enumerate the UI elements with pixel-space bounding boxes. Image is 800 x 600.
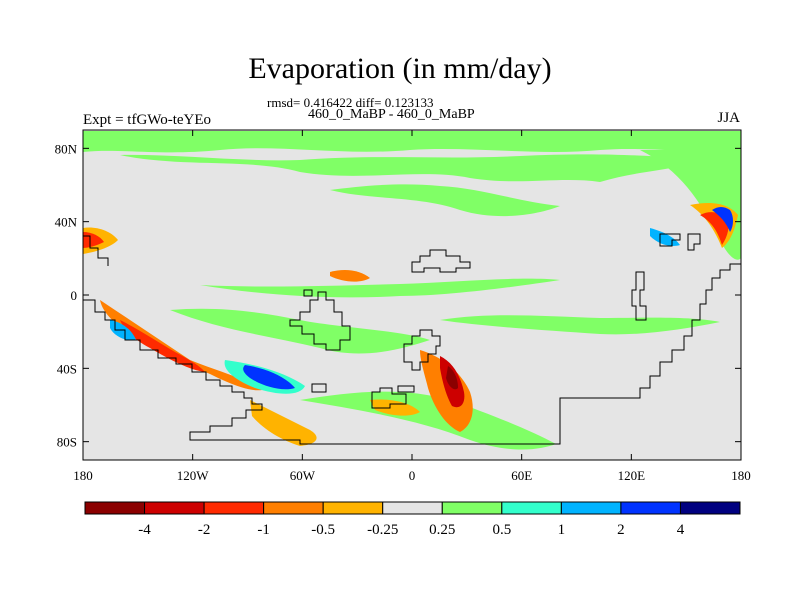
colorbar-level-label: -2 xyxy=(198,522,211,538)
coast-south-america xyxy=(83,263,741,445)
colorbar-swatch xyxy=(322,501,384,515)
east-asia-red xyxy=(700,212,729,245)
x-tick-label: 0 xyxy=(409,468,416,483)
x-axis: 180 120W 60W 0 60E 120E 180 xyxy=(73,130,751,483)
east-asia-green xyxy=(640,150,741,260)
x-tick-label: 60E xyxy=(511,468,532,483)
experiment-label: Expt = tfGWo-teYEo xyxy=(83,112,212,128)
south-hemisphere-blue xyxy=(243,365,295,390)
coast-north-pacific xyxy=(83,235,109,266)
colorbar-level-label: 0.5 xyxy=(492,522,511,538)
colorbar-level-label: 0.25 xyxy=(429,522,455,538)
coast-asia-3 xyxy=(687,233,701,251)
y-axis: 80N 40N 0 40S 80S xyxy=(55,141,741,450)
east-asia-blue xyxy=(712,207,733,232)
south-atlantic-band xyxy=(440,315,720,335)
coast-island-3 xyxy=(403,329,441,371)
map-layer xyxy=(83,130,741,460)
coast-asia-4 xyxy=(311,383,327,393)
chart-subtitle: 460_0_MaBP - 460_0_MaBP xyxy=(308,107,475,122)
x-tick-label: 120E xyxy=(618,468,646,483)
coast-island-2 xyxy=(303,289,313,297)
colorbar-swatch xyxy=(263,501,324,515)
arctic-band xyxy=(83,131,741,153)
colorbar-level-label: 2 xyxy=(617,522,625,538)
colorbar-swatch xyxy=(679,501,741,515)
colorbar-swatch xyxy=(620,501,681,515)
colorbar-level-label: -1 xyxy=(257,522,270,538)
x-tick-label: 180 xyxy=(73,468,93,483)
south-america-west-red xyxy=(120,320,205,372)
colorbar-level-label: -0.25 xyxy=(367,522,398,538)
colorbar-level-label: -4 xyxy=(138,522,151,538)
coast-island-1 xyxy=(289,291,351,351)
south-pacific-band xyxy=(170,308,430,354)
x-tick-label: 120W xyxy=(177,468,210,483)
north-pacific-band xyxy=(120,154,700,182)
south-atlantic-orange xyxy=(370,399,420,416)
y-tick-label: 80N xyxy=(55,141,78,156)
colorbar-swatch xyxy=(144,501,205,515)
chart-title: Evaporation (in mm/day) xyxy=(248,52,552,85)
equatorial-band xyxy=(200,278,560,298)
coast-island-5 xyxy=(397,385,415,393)
coast-island-4 xyxy=(371,387,407,409)
colorbar-level-label: 1 xyxy=(558,522,566,538)
y-tick-label: 0 xyxy=(71,288,78,303)
colorbar: -4 -2 -1 -0.5 -0.25 0.25 0.5 1 2 4 xyxy=(84,501,741,538)
colorbar-swatch xyxy=(560,501,622,515)
coast-asia-1 xyxy=(631,271,647,321)
colorbar-swatch xyxy=(84,501,146,515)
coast-island-6 xyxy=(411,249,471,273)
equatorial-orange xyxy=(330,270,370,282)
colorbar-level-label: -0.5 xyxy=(311,522,335,538)
y-tick-label: 40N xyxy=(55,215,78,230)
x-tick-label: 180 xyxy=(731,468,751,483)
mid-band xyxy=(330,184,560,217)
southern-ocean-orange xyxy=(250,400,317,446)
y-tick-label: 40S xyxy=(57,361,77,376)
colorbar-swatch xyxy=(382,501,443,515)
coastline xyxy=(83,233,741,445)
season-label: JJA xyxy=(717,110,740,126)
south-africa-dark xyxy=(446,366,458,390)
colorbar-level-label: 4 xyxy=(677,522,685,538)
x-tick-label: 60W xyxy=(290,468,316,483)
stats-line: rmsd= 0.416422 diff= 0.123133 xyxy=(267,95,434,110)
coast-asia-2 xyxy=(659,233,681,247)
y-tick-label: 80S xyxy=(57,435,77,450)
colorbar-swatch xyxy=(501,501,562,515)
colorbar-swatch xyxy=(441,501,503,515)
colorbar-swatch xyxy=(203,501,265,515)
southern-ocean-band xyxy=(300,391,556,450)
